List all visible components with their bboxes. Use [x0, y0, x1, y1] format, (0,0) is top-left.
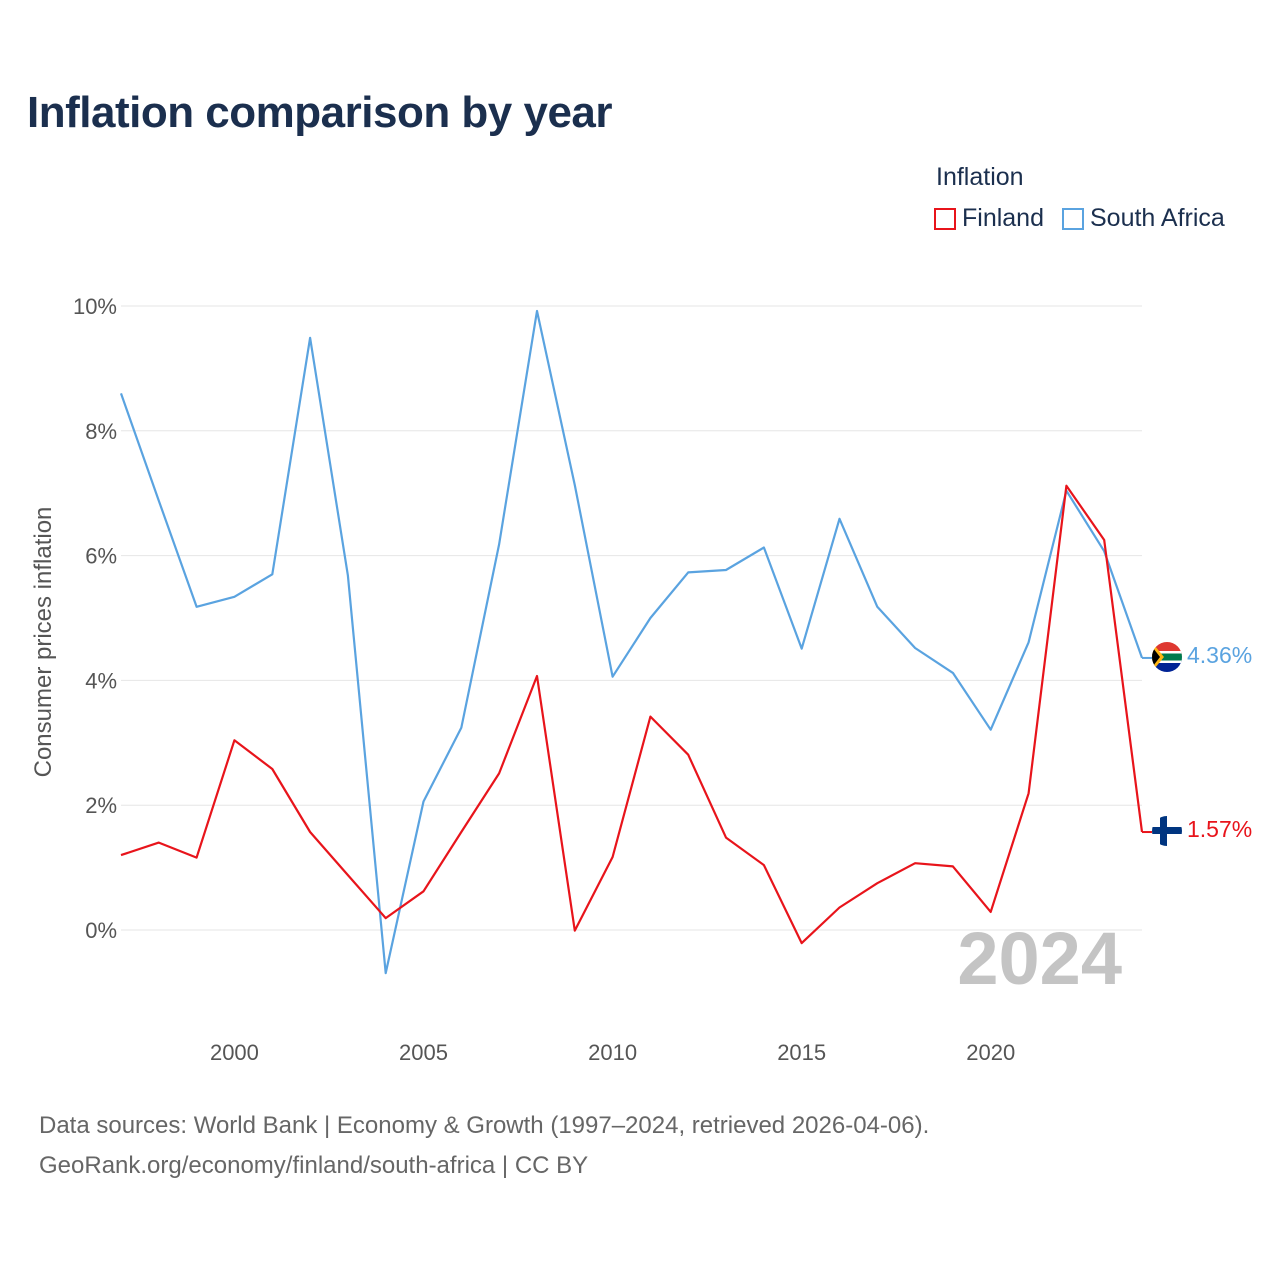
- y-tick-label: 6%: [85, 544, 117, 569]
- gridlines: [121, 305, 1142, 931]
- legend: Finland South Africa: [934, 204, 1243, 233]
- y-axis-ticks: 0% 2% 4% 6% 8% 10%: [73, 294, 117, 943]
- finland-end-label: 1.57%: [1187, 816, 1252, 842]
- legend-swatch-finland: [934, 207, 956, 230]
- y-tick-label: 0%: [85, 918, 117, 943]
- y-tick-label: 4%: [85, 668, 117, 693]
- legend-label-finland: Finland: [962, 204, 1044, 232]
- series-line-south-africa[interactable]: [119, 309, 1144, 975]
- south-africa-end-label: 4.36%: [1187, 642, 1252, 668]
- finland-flag-icon: [1152, 816, 1182, 846]
- legend-swatch-south-africa: [1062, 207, 1084, 230]
- x-tick-label: 2015: [777, 1040, 826, 1065]
- footer: Data sources: World Bank | Economy & Gro…: [39, 1106, 929, 1186]
- series-end-markers: [1142, 656, 1152, 834]
- y-tick-label: 10%: [73, 294, 117, 319]
- year-watermark: 2024: [957, 917, 1122, 1000]
- data-source-text: Data sources: World Bank | Economy & Gro…: [39, 1112, 930, 1139]
- south-africa-flag-icon: [1152, 642, 1182, 672]
- series-line-finland[interactable]: [120, 484, 1144, 945]
- legend-item-south-africa[interactable]: South Africa: [1062, 204, 1225, 233]
- attribution-text[interactable]: GeoRank.org/economy/finland/south-africa…: [39, 1152, 589, 1179]
- x-tick-label: 2010: [588, 1040, 637, 1065]
- series-lines: [119, 309, 1144, 975]
- x-tick-label: 2000: [210, 1040, 259, 1065]
- y-tick-label: 2%: [85, 793, 117, 818]
- x-axis-ticks: 2000 2005 2010 2015 2020: [210, 1040, 1015, 1065]
- legend-label-south-africa: South Africa: [1090, 204, 1225, 232]
- y-tick-label: 8%: [85, 419, 117, 444]
- legend-item-finland[interactable]: Finland: [934, 204, 1044, 233]
- x-tick-label: 2020: [966, 1040, 1015, 1065]
- legend-title: Inflation: [936, 163, 1024, 191]
- chart-title: Inflation comparison by year: [27, 88, 613, 137]
- y-axis-label: Consumer prices inflation: [30, 507, 57, 778]
- x-tick-label: 2005: [399, 1040, 448, 1065]
